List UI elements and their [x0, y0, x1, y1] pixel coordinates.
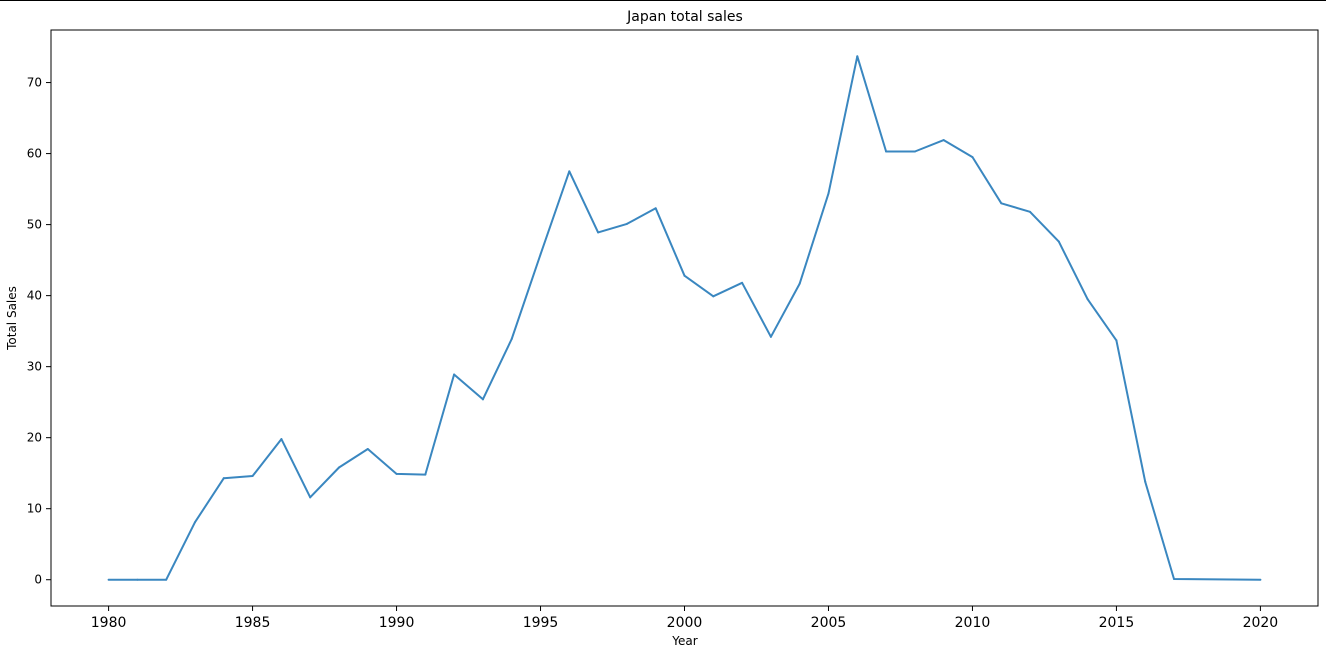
series-line — [108, 55, 1261, 581]
y-axis: 0 10 20 30 40 50 60 70 — [27, 76, 51, 587]
plot-area — [50, 29, 1319, 607]
data-point — [913, 150, 916, 153]
data-point — [309, 496, 312, 499]
data-point — [568, 170, 571, 173]
x-tick-label: 2000 — [667, 615, 703, 631]
data-point — [1115, 339, 1118, 342]
data-point — [683, 274, 686, 277]
data-point — [481, 398, 484, 401]
data-point — [1086, 298, 1089, 301]
data-point — [1259, 578, 1262, 581]
data-point — [539, 253, 542, 256]
data-point — [510, 337, 513, 340]
data-point — [107, 578, 110, 581]
y-tick-label: 40 — [27, 289, 42, 303]
data-point — [885, 150, 888, 153]
y-tick-label: 0 — [34, 573, 42, 587]
data-point — [395, 472, 398, 475]
x-axis: 1980 1985 1990 1995 2000 2005 2010 2015 2020 — [91, 606, 1278, 631]
data-point — [625, 222, 628, 225]
data-point — [136, 578, 139, 581]
data-point — [1029, 210, 1032, 213]
data-point — [424, 473, 427, 476]
y-tick-label: 60 — [27, 147, 42, 161]
data-point — [1000, 202, 1003, 205]
x-tick-label: 2010 — [955, 615, 991, 631]
x-tick-label: 1990 — [379, 615, 415, 631]
data-point — [453, 373, 456, 376]
data-points — [107, 55, 1262, 581]
data-point — [971, 156, 974, 159]
x-tick-label: 1995 — [523, 615, 559, 631]
data-point — [741, 281, 744, 284]
data-point — [337, 466, 340, 469]
y-tick-label: 50 — [27, 218, 42, 232]
y-tick-label: 20 — [27, 431, 42, 445]
data-point — [769, 335, 772, 338]
data-point — [942, 139, 945, 142]
x-tick-label: 2015 — [1099, 615, 1135, 631]
x-axis-label: Year — [671, 634, 697, 648]
x-tick-label: 1980 — [91, 615, 127, 631]
x-tick-label: 2005 — [811, 615, 847, 631]
data-point — [597, 231, 600, 234]
data-point — [165, 578, 168, 581]
y-tick-label: 30 — [27, 360, 42, 374]
data-point — [193, 521, 196, 524]
data-point — [366, 448, 369, 451]
x-tick-label: 1985 — [235, 615, 271, 631]
data-point — [1057, 240, 1060, 243]
data-point — [280, 438, 283, 441]
y-tick-label: 10 — [27, 502, 42, 516]
y-tick-label: 70 — [27, 76, 42, 90]
chart-title: Japan total sales — [626, 9, 743, 25]
data-point — [251, 475, 254, 478]
y-axis-label: Total Sales — [5, 286, 19, 351]
data-point — [856, 55, 859, 58]
data-point — [654, 207, 657, 210]
x-tick-label: 2020 — [1243, 615, 1279, 631]
data-point — [1144, 480, 1147, 483]
data-point — [798, 282, 801, 285]
data-point — [712, 295, 715, 298]
data-point — [1173, 578, 1176, 581]
data-point — [827, 192, 830, 195]
top-border — [0, 0, 1326, 1]
data-point — [222, 477, 225, 480]
